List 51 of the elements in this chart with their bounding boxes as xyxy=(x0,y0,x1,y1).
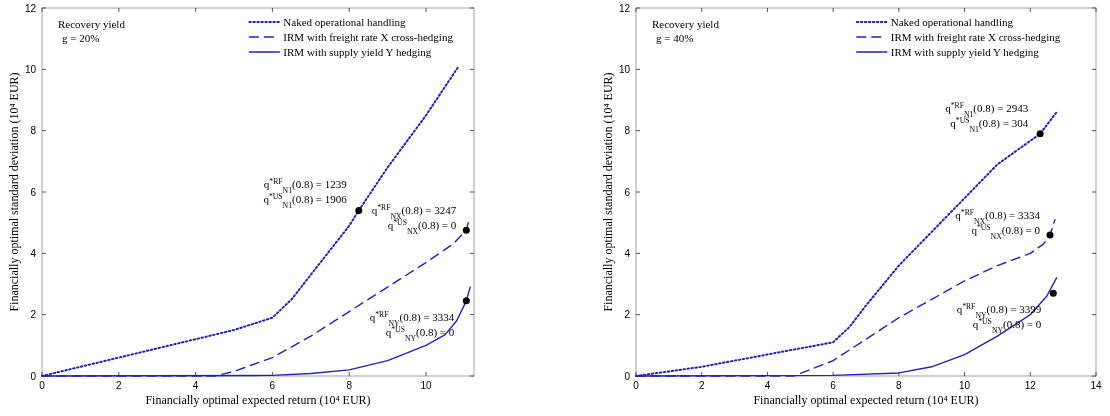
point xyxy=(462,297,470,305)
point xyxy=(355,206,363,214)
x-tick-label: 0 xyxy=(633,380,640,391)
x-axis-title: Financially optimal expected return (10⁴ EUR) xyxy=(753,393,979,407)
y-tick-label: 4 xyxy=(624,247,631,259)
y-tick-label: 2 xyxy=(624,309,631,321)
x-tick-label: 4 xyxy=(192,380,199,391)
y-tick-label: 8 xyxy=(624,125,631,137)
y-tick-label: 8 xyxy=(30,125,37,137)
x-tick-label: 10 xyxy=(959,380,971,391)
point xyxy=(1046,231,1054,239)
legend-label: Naked operational handling xyxy=(283,16,407,28)
x-tick-label: 8 xyxy=(346,380,353,391)
annotation: q$^{*RF}$$_{NX}$(0.8) = 3247 q$^{*US}$$_{NX}$(0.8) = 0 xyxy=(371,202,457,236)
x-tick-label: 6 xyxy=(830,380,837,391)
y-tick-label: 6 xyxy=(30,186,37,198)
y-axis-title: Financially optimal standard deviation (10⁴ EUR) xyxy=(7,72,21,312)
x-tick-label: 0 xyxy=(39,380,46,391)
annotation: q$^{*RF}$$_{NX}$(0.8) = 3334 q$^{*US}$$_{NX}$(0.8) = 0 xyxy=(955,207,1041,241)
x-tick-label: 2 xyxy=(698,380,705,391)
text: q$^{*RF}$$_{N1}$(0.8) = 2943 q$^{*US}$$_{N1}$(0.8) = 304 xyxy=(945,100,1029,134)
y-axis-title: Financially optimal standard deviation (10⁴ EUR) xyxy=(601,72,615,312)
y-tick-label: 0 xyxy=(624,370,631,382)
text: q$^{*RF}$$_{N1}$(0.8) = 1239 q$^{*US}$$_{N1}$(0.8) = 1906 xyxy=(263,176,347,210)
y-tick-label: 10 xyxy=(24,63,37,75)
x-tick-label: 12 xyxy=(1024,380,1037,391)
annotation: q$^{*RF}$$_{NY}$(0.8) = 3334 q$^{*US}$$_{NY}$(0.8) = 0 xyxy=(369,309,455,343)
point xyxy=(462,226,470,234)
y-tick-label: 4 xyxy=(30,247,37,259)
annotation: Recovery yield g = 20% xyxy=(58,18,126,44)
x-tick-label: 10 xyxy=(420,380,432,391)
y-tick-label: 0 xyxy=(30,370,37,382)
annotation: Recovery yield g = 40% xyxy=(652,18,720,44)
x-tick-label: 4 xyxy=(764,380,771,391)
y-tick-label: 10 xyxy=(618,63,631,75)
y-tick-label: 6 xyxy=(624,186,631,198)
legend-label: IRM with supply yield Y hedging xyxy=(283,46,432,58)
y-tick-label: 2 xyxy=(30,309,37,321)
x-axis-title: Financially optimal expected return (10⁴ EUR) xyxy=(145,393,371,407)
x-tick-label: 14 xyxy=(1090,380,1102,391)
x-tick-label: 8 xyxy=(896,380,903,391)
point xyxy=(1036,130,1044,138)
point xyxy=(1049,289,1057,297)
x-tick-label: 2 xyxy=(116,380,123,391)
y-tick-label: 12 xyxy=(618,2,631,14)
legend-label: IRM with freight rate X cross-hedging xyxy=(283,31,454,43)
y-tick-label: 12 xyxy=(24,2,37,14)
x-tick-label: 6 xyxy=(269,380,276,391)
legend-label: IRM with supply yield Y hedging xyxy=(890,46,1040,58)
legend-label: Naked operational handling xyxy=(890,16,1014,28)
legend-label: IRM with freight rate X cross-hedging xyxy=(890,31,1061,43)
